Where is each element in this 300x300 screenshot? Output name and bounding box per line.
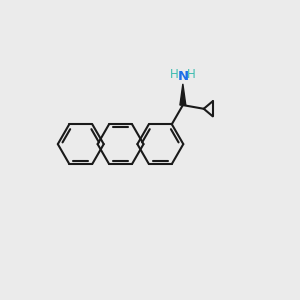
Polygon shape: [180, 84, 186, 105]
Text: H: H: [170, 68, 179, 81]
Text: H: H: [187, 68, 196, 81]
Text: N: N: [177, 70, 188, 83]
